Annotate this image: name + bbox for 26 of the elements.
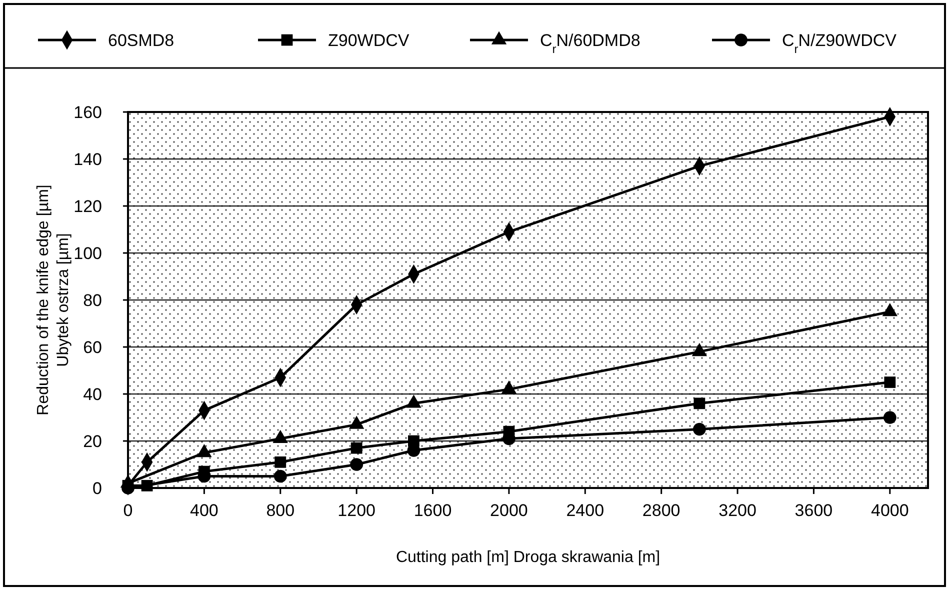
y-tick-label: 120 bbox=[74, 197, 102, 216]
y-tick-label: 20 bbox=[83, 432, 102, 451]
x-tick-label: 1600 bbox=[414, 501, 452, 520]
x-tick-label: 1200 bbox=[338, 501, 376, 520]
y-tick-label: 60 bbox=[83, 338, 102, 357]
x-tick-label: 2800 bbox=[642, 501, 680, 520]
x-tick-label: 3600 bbox=[794, 501, 833, 520]
y-tick-label: 160 bbox=[74, 103, 102, 122]
x-tick-label: 4000 bbox=[870, 501, 909, 520]
y-tick-label: 40 bbox=[83, 385, 102, 404]
x-tick-label: 0 bbox=[123, 501, 133, 520]
y-tick-label: 100 bbox=[74, 244, 102, 263]
y-tick-label: 0 bbox=[92, 479, 102, 498]
y-tick-label: 80 bbox=[83, 291, 102, 310]
x-tick-label: 2000 bbox=[490, 501, 528, 520]
legend-label: Z90WDCV bbox=[328, 31, 410, 50]
legend-label: 60SMD8 bbox=[108, 31, 174, 50]
x-tick-label: 400 bbox=[190, 501, 218, 520]
legend-label: C$_{r}$N/Z90WDCV bbox=[782, 31, 898, 56]
legend-label: C$_{r}$N/60DMD8 bbox=[540, 31, 640, 56]
x-tick-label: 2400 bbox=[566, 501, 604, 520]
y-tick-label: 140 bbox=[74, 150, 102, 169]
x-tick-label: 800 bbox=[266, 501, 295, 520]
x-tick-label: 3200 bbox=[718, 501, 756, 520]
y-axis-title: Reduction of the knife edge [µm] Ubytek ostrza [µm] bbox=[35, 184, 72, 416]
x-axis-title: Cutting path [m] Droga skrawania [m] bbox=[396, 549, 660, 566]
